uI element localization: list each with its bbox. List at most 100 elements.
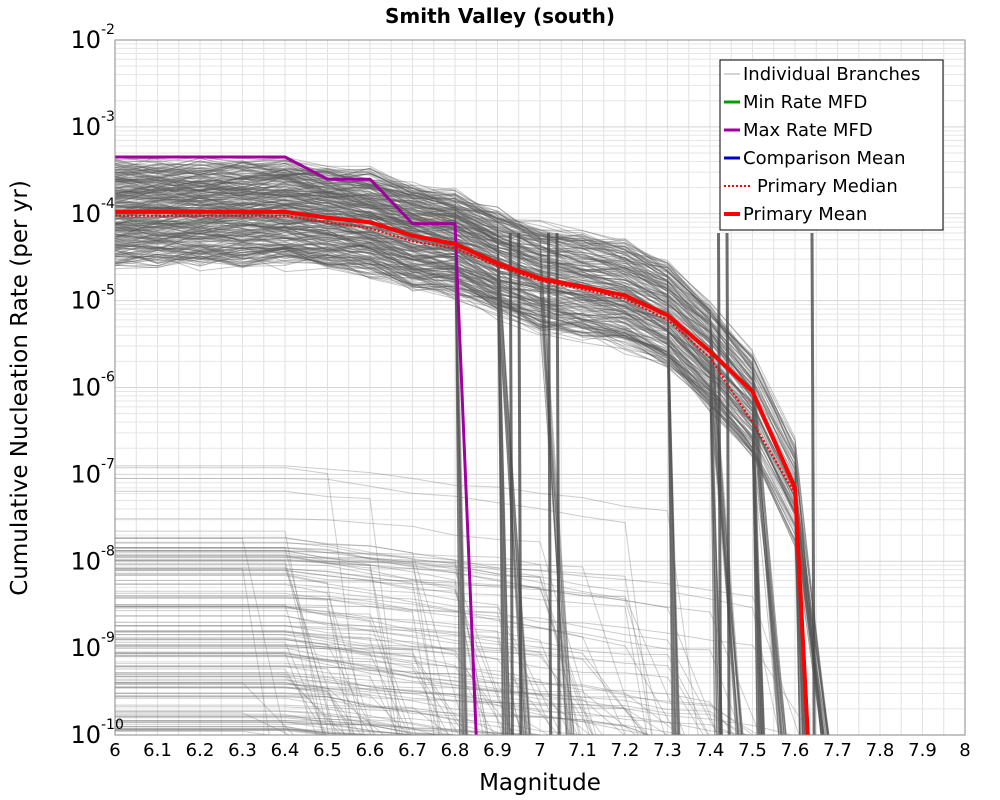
branch-line	[114, 229, 827, 736]
branch-line	[114, 222, 468, 736]
branch-line	[115, 651, 681, 736]
x-tick-label: 6.9	[483, 740, 512, 761]
branch-line	[114, 163, 780, 736]
branch-line	[115, 549, 580, 736]
branch-line	[114, 209, 507, 736]
branch-line	[114, 161, 758, 736]
branch-line	[114, 178, 531, 736]
primary-median-line	[115, 214, 809, 736]
y-tick-label: 10	[70, 26, 101, 54]
branch-line	[114, 230, 525, 736]
branch-line	[114, 203, 571, 736]
x-tick-label: 6.7	[398, 740, 427, 761]
branch-line	[114, 214, 674, 736]
branch-line	[115, 631, 397, 736]
branch-line	[114, 179, 782, 736]
branch-line	[114, 180, 677, 736]
branch-line	[114, 190, 567, 736]
branch-line	[115, 653, 460, 736]
branch-line	[114, 189, 508, 736]
branch-line	[115, 715, 437, 736]
branch-line	[114, 193, 531, 736]
branch-line	[114, 222, 464, 736]
branch-line	[114, 185, 829, 736]
branch-line	[114, 232, 763, 736]
x-tick-label: 7.5	[738, 740, 767, 761]
branch-line	[114, 248, 675, 736]
branch-line	[115, 597, 351, 736]
branch-line	[115, 233, 762, 736]
branch-line	[114, 246, 803, 736]
branch-line	[114, 172, 510, 736]
branch-line	[115, 662, 591, 736]
x-tick-label: 7.2	[611, 740, 640, 761]
branch-line	[114, 233, 527, 736]
branch-line	[114, 247, 805, 736]
legend-box	[719, 59, 944, 231]
x-tick-label: 7.3	[653, 740, 682, 761]
branch-line	[114, 246, 467, 736]
branch-line	[115, 530, 324, 736]
y-tick-exponent: -8	[101, 543, 115, 559]
branch-line	[114, 247, 744, 736]
branch-line	[115, 697, 617, 736]
x-tick-label: 6.4	[271, 740, 300, 761]
branch-line	[114, 169, 505, 736]
branch-line	[114, 167, 574, 736]
branch-line	[115, 637, 469, 736]
y-tick-label: 10	[70, 547, 101, 575]
branch-line	[114, 180, 677, 736]
x-tick-label: 7.8	[866, 740, 895, 761]
branch-line	[115, 655, 742, 736]
branch-line	[114, 188, 674, 736]
branch-line	[114, 175, 809, 736]
x-tick-label: 7.4	[696, 740, 725, 761]
branch-line	[114, 190, 718, 736]
branch-line	[115, 706, 473, 736]
branch-line	[114, 188, 806, 736]
branch-line	[114, 235, 765, 736]
legend: Individual Branches Min Rate MFD Max Rate …	[719, 59, 944, 231]
branch-line	[114, 240, 766, 736]
branch-line	[114, 237, 720, 736]
branch-line	[114, 228, 722, 736]
branch-line	[114, 174, 786, 736]
branch-line	[114, 159, 468, 736]
branch-line	[115, 536, 468, 736]
branch-line	[114, 224, 715, 736]
branch-line	[115, 559, 398, 736]
branch-line	[115, 568, 443, 736]
branch-line	[115, 672, 668, 736]
branch-line	[115, 569, 514, 736]
branch-line	[114, 218, 743, 736]
branch-line	[114, 227, 740, 736]
branch-line	[114, 254, 572, 736]
branch-line	[114, 250, 720, 736]
branch-line	[115, 634, 647, 736]
branch-line	[114, 231, 804, 736]
branch-line	[115, 625, 522, 736]
branch-line	[115, 630, 603, 736]
branch-line	[114, 172, 806, 736]
branch-line	[115, 683, 385, 736]
branch-line	[114, 250, 739, 736]
branch-line	[114, 242, 824, 736]
branch-line	[114, 181, 716, 736]
branch-line	[114, 246, 762, 736]
branch-line	[114, 160, 741, 736]
branch-line	[115, 693, 451, 736]
branch-line	[115, 555, 454, 736]
branch-line	[114, 240, 510, 736]
branch-line	[114, 190, 525, 736]
branch-line	[115, 541, 441, 736]
max-rate-mfd-line	[115, 155, 478, 736]
branch-line	[115, 727, 342, 736]
branch-line	[115, 572, 503, 736]
branch-line	[114, 230, 528, 736]
branch-line	[115, 656, 636, 736]
branch-line	[115, 696, 649, 736]
branch-line	[114, 214, 675, 736]
branch-line	[115, 615, 578, 736]
y-tick-exponent: -9	[101, 630, 115, 646]
